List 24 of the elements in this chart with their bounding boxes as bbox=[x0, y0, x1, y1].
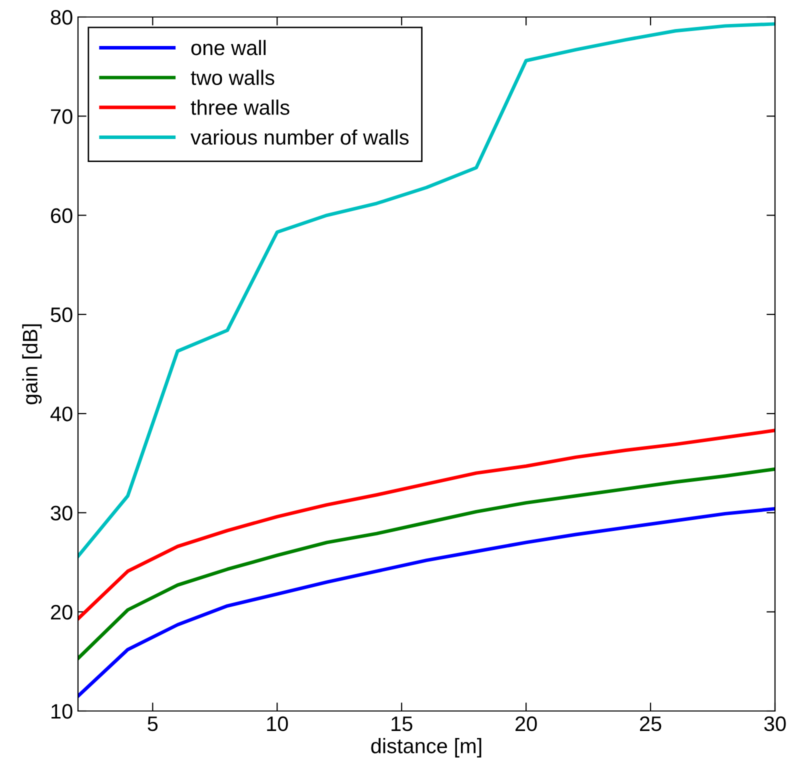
x-tick-label: 10 bbox=[267, 716, 288, 732]
line-series bbox=[78, 467, 775, 660]
legend-label: one wall bbox=[191, 40, 266, 56]
y-tick-label: 10 bbox=[52, 704, 72, 719]
line-series bbox=[78, 22, 775, 558]
y-tick-label: 50 bbox=[50, 307, 72, 322]
y-tick-label: 60 bbox=[51, 208, 72, 224]
line-series bbox=[78, 428, 775, 621]
line-series bbox=[78, 507, 775, 698]
x-tick-label: 20 bbox=[516, 716, 537, 732]
legend-label: two walls bbox=[190, 70, 274, 86]
y-tick-label: 40 bbox=[50, 406, 72, 422]
y-tick-label: 30 bbox=[50, 506, 72, 520]
y-tick-label: 20 bbox=[51, 604, 72, 620]
x-tick-label: 30 bbox=[764, 716, 786, 732]
y-tick-label: 70 bbox=[51, 109, 72, 124]
y-tick-label: 80 bbox=[50, 10, 72, 25]
y-axis-title: gain [dB] bbox=[22, 324, 42, 404]
legend-label: three walls bbox=[190, 100, 290, 115]
x-axis-title: distance [m] bbox=[371, 738, 482, 758]
x-tick-label: 15 bbox=[392, 716, 412, 732]
x-tick-label: 25 bbox=[640, 716, 662, 732]
legend-label: various number of walls bbox=[190, 129, 409, 145]
x-tick-label: 5 bbox=[148, 716, 158, 732]
